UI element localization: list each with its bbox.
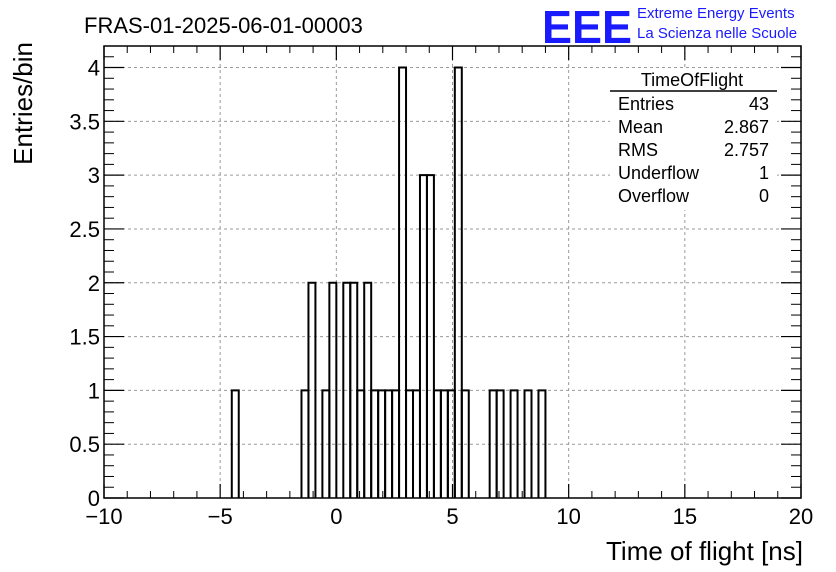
logo-line-1: Extreme Energy Events	[637, 5, 795, 22]
stats-value-rms: 2.757	[724, 140, 769, 160]
stats-value-mean: 2.867	[724, 117, 769, 137]
stats-value-overflow: 0	[759, 186, 769, 206]
chart-title: FRAS-01-2025-06-01-00003	[84, 13, 363, 38]
x-axis-label: Time of flight [ns]	[606, 536, 803, 566]
histogram-bar	[453, 66, 463, 498]
logo-mark: EEE	[542, 1, 632, 53]
histogram-bar	[460, 389, 470, 498]
stats-label-entries: Entries	[618, 94, 674, 114]
histogram-outline	[230, 66, 547, 498]
y-tick-label: 4	[88, 56, 100, 81]
stats-label-overflow: Overflow	[618, 186, 690, 206]
y-tick-label: 0.5	[69, 432, 100, 457]
x-tick-label: 15	[673, 504, 697, 529]
histogram-bar	[230, 389, 240, 498]
stats-value-underflow: 1	[759, 163, 769, 183]
histogram-bar	[509, 389, 519, 498]
histogram-bar	[328, 281, 338, 498]
y-tick-label: 3.5	[69, 109, 100, 134]
stats-label-mean: Mean	[618, 117, 663, 137]
histogram-bar	[425, 174, 435, 498]
stats-label-underflow: Underflow	[618, 163, 700, 183]
stats-value-entries: 43	[749, 94, 769, 114]
x-tick-label: 5	[446, 504, 458, 529]
stats-box-title: TimeOfFlight	[641, 70, 743, 90]
y-tick-label: 3	[88, 163, 100, 188]
histogram-bar	[495, 389, 505, 498]
y-tick-label: 1	[88, 378, 100, 403]
stats-box: TimeOfFlight Entries 43 Mean 2.867 RMS 2…	[610, 68, 777, 210]
eee-logo: EEE Extreme Energy Events La Scienza nel…	[542, 1, 797, 53]
x-tick-label: 10	[556, 504, 580, 529]
histogram-bar	[398, 66, 408, 498]
histogram-bar	[537, 389, 547, 498]
x-tick-label: 0	[330, 504, 342, 529]
x-tick-label: −5	[208, 504, 233, 529]
y-tick-label: 2.5	[69, 217, 100, 242]
y-tick-label: 1.5	[69, 325, 100, 350]
axis-ticks	[103, 45, 802, 499]
histogram-bar	[307, 281, 317, 498]
y-axis-label: Entries/bin	[8, 42, 38, 165]
y-tick-label: 0	[88, 486, 100, 511]
stats-label-rms: RMS	[618, 140, 658, 160]
x-tick-label: 20	[789, 504, 813, 529]
histogram-bar	[523, 389, 533, 498]
y-tick-label: 2	[88, 271, 100, 296]
x-tick-label: −10	[85, 504, 122, 529]
logo-line-2: La Scienza nelle Scuole	[637, 25, 797, 42]
